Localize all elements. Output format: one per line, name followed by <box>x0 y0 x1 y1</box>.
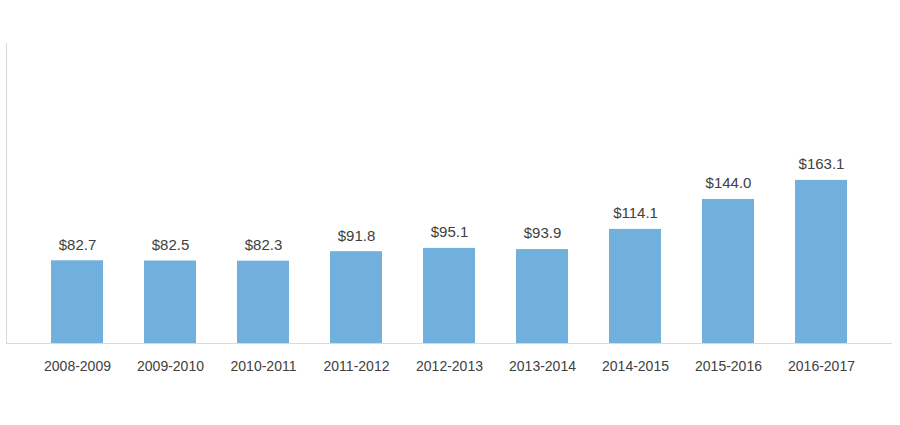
svg-text:$114.1: $114.1 <box>613 204 658 221</box>
svg-text:2015-2016: 2015-2016 <box>695 358 762 374</box>
svg-text:$82.7: $82.7 <box>59 236 97 253</box>
svg-text:$82.3: $82.3 <box>245 236 283 253</box>
svg-text:$95.1: $95.1 <box>431 223 469 240</box>
svg-text:2009-2010: 2009-2010 <box>137 358 204 374</box>
svg-text:2011-2012: 2011-2012 <box>324 358 390 374</box>
svg-text:2008-2009: 2008-2009 <box>44 358 111 374</box>
svg-text:$93.9: $93.9 <box>524 224 562 241</box>
svg-text:2016-2017: 2016-2017 <box>788 358 855 374</box>
svg-text:2012-2013: 2012-2013 <box>416 358 483 374</box>
svg-text:2013-2014: 2013-2014 <box>509 358 576 374</box>
svg-text:2010-2011: 2010-2011 <box>231 358 297 374</box>
svg-text:$144.0: $144.0 <box>706 174 752 191</box>
svg-text:$163.1: $163.1 <box>799 155 845 172</box>
svg-text:$91.8: $91.8 <box>338 227 376 244</box>
svg-text:2014-2015: 2014-2015 <box>602 358 669 374</box>
svg-text:$82.5: $82.5 <box>152 236 190 253</box>
